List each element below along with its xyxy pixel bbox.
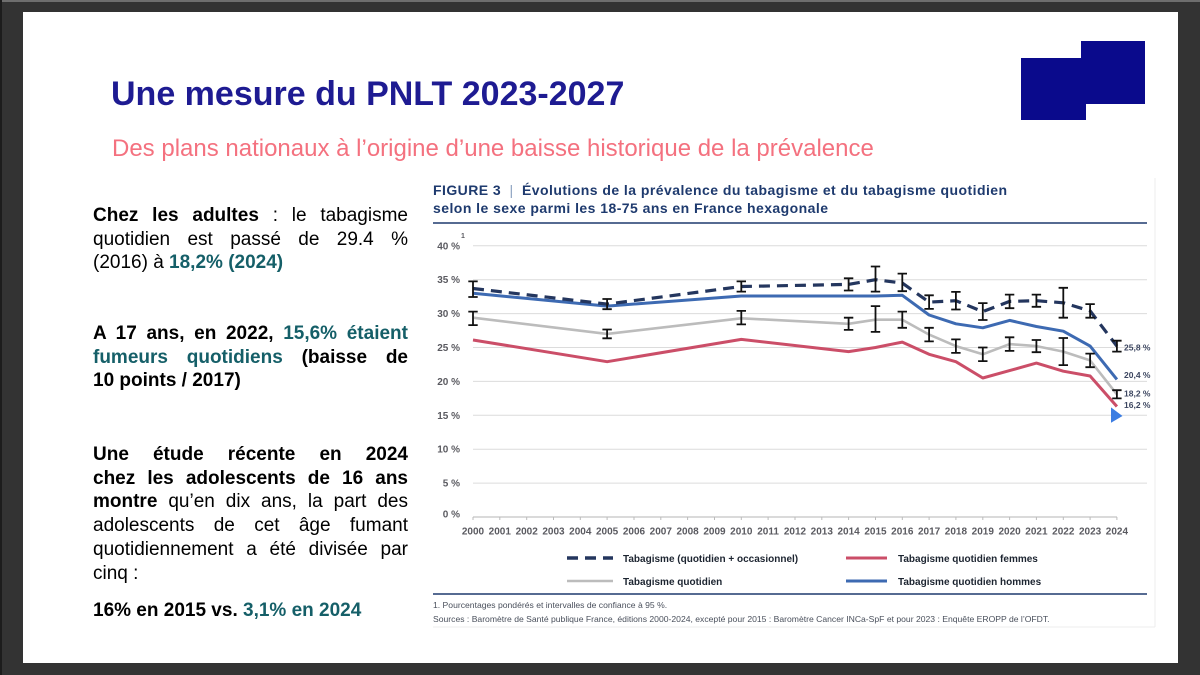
svg-text:2015: 2015 [864, 527, 887, 538]
svg-text:35 %: 35 % [437, 275, 460, 286]
svg-text:25,8 %: 25,8 % [1124, 343, 1151, 353]
svg-text:2022: 2022 [1052, 527, 1075, 538]
svg-text:2012: 2012 [784, 527, 807, 538]
svg-text:Tabagisme quotidien hommes: Tabagisme quotidien hommes [898, 577, 1042, 588]
svg-text:2016: 2016 [891, 527, 914, 538]
svg-text:20,4 %: 20,4 % [1124, 370, 1151, 380]
svg-text:2003: 2003 [542, 527, 565, 538]
svg-text:2021: 2021 [1025, 527, 1048, 538]
svg-text:2020: 2020 [998, 527, 1021, 538]
svg-text:2007: 2007 [650, 527, 673, 538]
svg-text:5 %: 5 % [443, 479, 460, 490]
svg-text:40 %: 40 % [437, 241, 460, 252]
svg-text:10 %: 10 % [437, 445, 460, 456]
svg-text:2009: 2009 [703, 527, 726, 538]
svg-text:2013: 2013 [811, 527, 834, 538]
svg-text:2024: 2024 [1106, 527, 1129, 538]
svg-text:30 %: 30 % [437, 309, 460, 320]
svg-text:20 %: 20 % [437, 377, 460, 388]
svg-text:2004: 2004 [569, 527, 592, 538]
svg-text:2010: 2010 [730, 527, 753, 538]
svg-text:Tabagisme quotidien femmes: Tabagisme quotidien femmes [898, 554, 1038, 565]
svg-text:0 %: 0 % [443, 510, 460, 521]
svg-text:2001: 2001 [489, 527, 512, 538]
svg-text:Tabagisme (quotidien + occasio: Tabagisme (quotidien + occasionnel) [623, 554, 798, 565]
svg-text:1. Pourcentages pondérés et in: 1. Pourcentages pondérés et intervalles … [433, 600, 667, 610]
svg-text:2019: 2019 [972, 527, 995, 538]
svg-text:15 %: 15 % [437, 411, 460, 422]
svg-text:2011: 2011 [757, 527, 779, 538]
svg-text:2005: 2005 [596, 527, 619, 538]
svg-text:25 %: 25 % [437, 343, 460, 354]
svg-text:Tabagisme quotidien: Tabagisme quotidien [623, 577, 722, 588]
svg-text:2000: 2000 [462, 527, 485, 538]
svg-text:16,2 %: 16,2 % [1124, 400, 1151, 410]
svg-text:1: 1 [461, 233, 465, 240]
svg-text:18,2 %: 18,2 % [1124, 389, 1151, 399]
svg-text:2017: 2017 [918, 527, 941, 538]
svg-text:2002: 2002 [516, 527, 539, 538]
svg-text:2014: 2014 [837, 527, 860, 538]
svg-text:2023: 2023 [1079, 527, 1102, 538]
svg-text:2018: 2018 [945, 527, 968, 538]
svg-text:Sources : Baromètre de Santé p: Sources : Baromètre de Santé publique Fr… [433, 614, 1050, 624]
svg-text:2006: 2006 [623, 527, 646, 538]
svg-text:2008: 2008 [676, 527, 699, 538]
